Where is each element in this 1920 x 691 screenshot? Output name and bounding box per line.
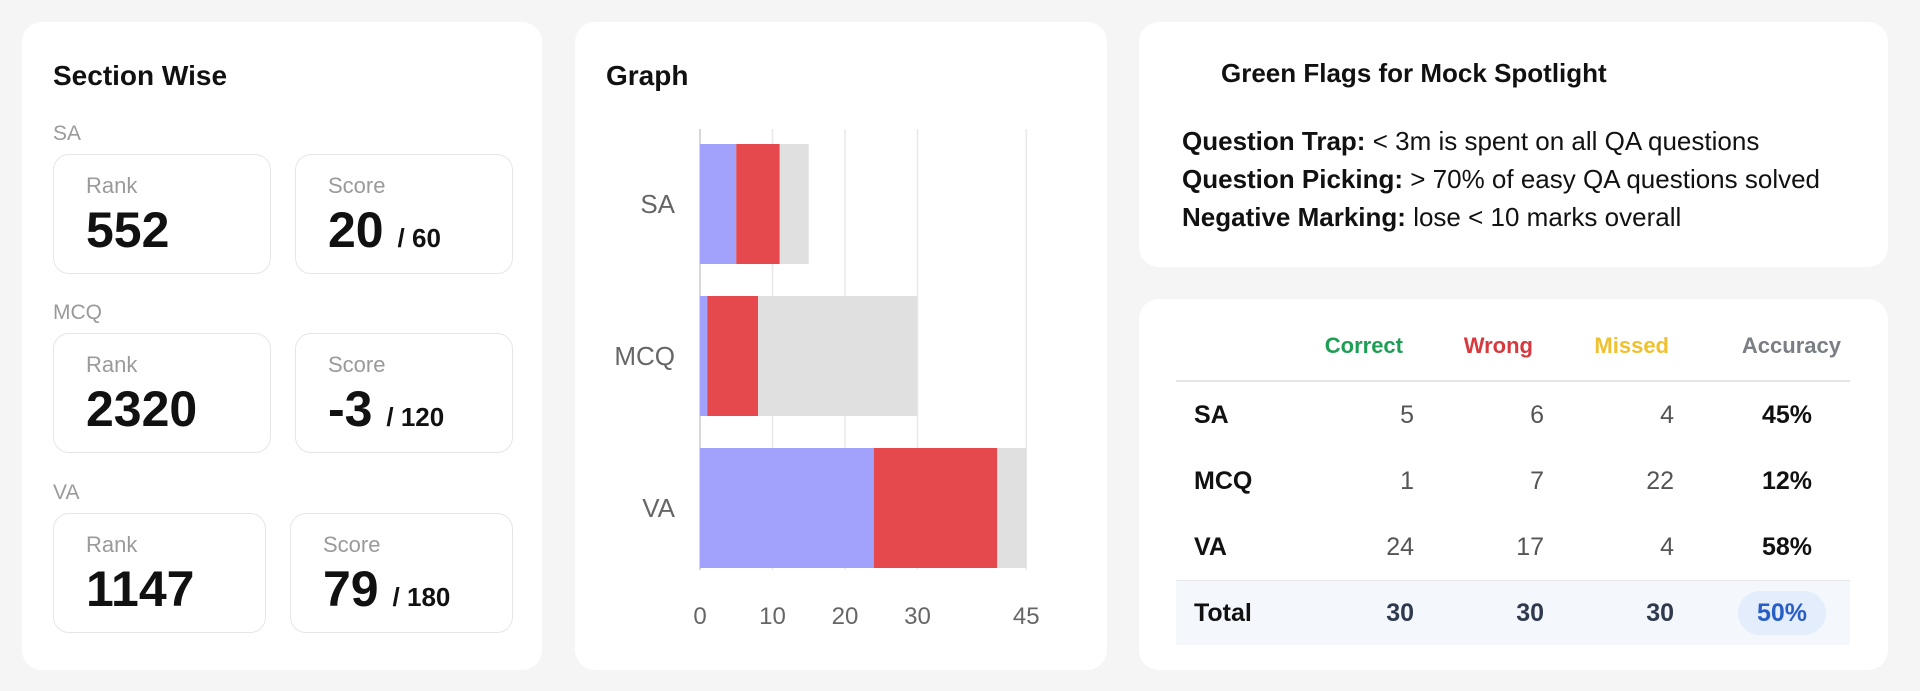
flag-label: Negative Marking: — [1182, 202, 1406, 232]
green-flags-title: Green Flags for Mock Spotlight — [1221, 58, 1607, 88]
header-missed: Missed — [1594, 333, 1669, 358]
row-label-sa: SA — [1194, 401, 1229, 429]
x-tick-label: 20 — [832, 603, 859, 630]
flag-question-picking: Question Picking: > 70% of easy QA quest… — [1182, 164, 1820, 195]
header-accuracy: Accuracy — [1741, 333, 1841, 358]
total-missed: 30 — [1646, 599, 1674, 627]
stacked-bar-chart: SA MCQ VA 0 10 20 30 45 — [614, 129, 1040, 630]
score-total: / 120 — [386, 402, 445, 432]
header-divider — [1176, 380, 1850, 382]
cell-accuracy: 45% — [1761, 401, 1812, 429]
rank-box-mcq: Rank 2320 — [53, 333, 271, 453]
cell-accuracy: 58% — [1761, 533, 1812, 561]
bar-segment — [700, 296, 708, 416]
rank-label: Rank — [86, 532, 138, 557]
score-number: 79 — [323, 561, 379, 617]
cell-correct: 1 — [1400, 467, 1414, 495]
cell-missed: 22 — [1646, 467, 1674, 495]
row-label-total: Total — [1194, 599, 1252, 627]
cell-accuracy: 12% — [1761, 467, 1812, 495]
bar-segment — [758, 296, 918, 416]
x-tick-label: 10 — [759, 603, 786, 630]
section-label-sa: SA — [53, 122, 82, 145]
flag-text: > 70% of easy QA questions solved — [1410, 164, 1821, 194]
graph-title: Graph — [606, 60, 689, 91]
rank-value: 2320 — [86, 381, 198, 437]
score-box-mcq: Score -3 / 120 — [295, 333, 513, 453]
section-wise-card: Section Wise SA Rank 552 Score 20 / 60 M… — [22, 22, 542, 670]
section-label-va: VA — [53, 481, 80, 504]
category-label: MCQ — [614, 341, 675, 371]
section-label-mcq: MCQ — [53, 301, 102, 324]
section-wise-title: Section Wise — [53, 60, 228, 91]
cell-correct: 24 — [1386, 533, 1414, 561]
row-label-mcq: MCQ — [1194, 467, 1253, 495]
total-divider — [1176, 580, 1850, 582]
category-label: VA — [642, 493, 675, 523]
cell-wrong: 17 — [1516, 533, 1544, 561]
rank-value: 552 — [86, 202, 170, 258]
score-total: / 60 — [397, 223, 441, 253]
stats-table-card: Correct Wrong Missed Accuracy SA 5 6 4 4… — [1139, 299, 1888, 670]
bar-segment — [997, 448, 1027, 568]
score-number: 20 — [328, 202, 384, 258]
bar-segment — [874, 448, 998, 568]
score-label: Score — [328, 173, 386, 198]
bar-segment — [700, 144, 737, 264]
score-total: / 180 — [392, 582, 451, 612]
rank-box-sa: Rank 552 — [53, 154, 271, 274]
flag-question-trap: Question Trap: < 3m is spent on all QA q… — [1182, 126, 1759, 157]
x-tick-label: 30 — [904, 603, 931, 630]
total-row — [1176, 581, 1850, 645]
bar-segment — [707, 296, 758, 416]
header-wrong: Wrong — [1463, 333, 1533, 358]
rank-box-va: Rank 1147 — [53, 513, 266, 633]
green-flags-card: Green Flags for Mock Spotlight Question … — [1139, 22, 1888, 267]
x-tick-label: 0 — [693, 603, 706, 630]
rank-label: Rank — [86, 352, 138, 377]
cell-wrong: 6 — [1530, 401, 1544, 429]
x-tick-label: 45 — [1013, 603, 1040, 630]
score-box-va: Score 79 / 180 — [290, 513, 513, 633]
cell-missed: 4 — [1660, 401, 1674, 429]
total-wrong: 30 — [1516, 599, 1544, 627]
score-value: -3 / 120 — [328, 384, 444, 434]
flag-negative-marking: Negative Marking: lose < 10 marks overal… — [1182, 202, 1681, 233]
rank-value: 1147 — [86, 561, 195, 617]
flag-text: lose < 10 marks overall — [1413, 202, 1682, 232]
score-label: Score — [328, 352, 386, 377]
bar-segment — [779, 144, 809, 264]
graph-card: Graph SA MCQ VA 0 10 20 30 45 — [575, 22, 1107, 670]
flag-label: Question Trap: — [1182, 126, 1366, 156]
header-correct: Correct — [1324, 333, 1403, 358]
flag-text: < 3m is spent on all QA questions — [1372, 126, 1760, 156]
rank-label: Rank — [86, 173, 138, 198]
flag-label: Question Picking: — [1182, 164, 1404, 194]
cell-missed: 4 — [1660, 533, 1674, 561]
score-label: Score — [323, 532, 381, 557]
score-value: 79 / 180 — [323, 564, 450, 614]
total-accuracy-badge: 50% — [1738, 591, 1826, 635]
score-box-sa: Score 20 / 60 — [295, 154, 513, 274]
category-label: SA — [640, 189, 675, 219]
score-number: -3 — [328, 381, 373, 437]
cell-wrong: 7 — [1530, 467, 1544, 495]
bar-segment — [736, 144, 780, 264]
score-value: 20 / 60 — [328, 205, 441, 255]
row-label-va: VA — [1194, 533, 1227, 561]
bar-segment — [700, 448, 874, 568]
total-correct: 30 — [1386, 599, 1414, 627]
cell-correct: 5 — [1400, 401, 1414, 429]
